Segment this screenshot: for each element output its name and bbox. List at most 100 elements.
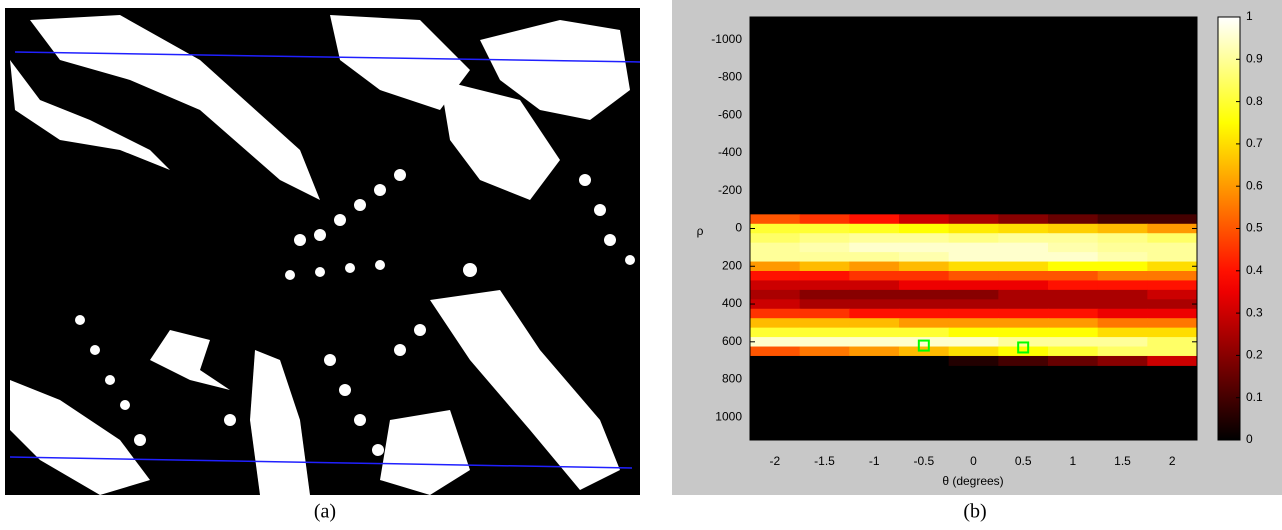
heatmap-cell [998, 261, 1049, 272]
heatmap-cell [899, 280, 950, 291]
heatmap-cell [948, 223, 999, 234]
y-tick-label: -1000 [711, 32, 742, 46]
x-tick-label: 1.5 [1114, 454, 1131, 468]
heatmap-cell [799, 261, 850, 272]
y-tick-label: -600 [718, 107, 742, 121]
heatmap-cell [1048, 233, 1099, 244]
x-tick-label: -1.5 [814, 454, 835, 468]
heatmap-cell [948, 337, 999, 348]
heatmap-cell [750, 280, 801, 291]
heatmap-cell [948, 280, 999, 291]
heatmap-cell [849, 289, 900, 300]
heatmap-cell [1147, 346, 1198, 357]
heatmap-cell [750, 261, 801, 272]
heatmap-cell [1048, 280, 1099, 291]
heatmap-cell [948, 233, 999, 244]
colorbar-tick-label: 0.9 [1246, 51, 1263, 65]
heatmap-cell [799, 299, 850, 310]
heatmap-cell [799, 308, 850, 319]
heatmap-cell [899, 355, 950, 366]
heatmap-cell [1048, 318, 1099, 329]
binary-image: (a) [5, 8, 641, 523]
heatmap-cell [1097, 252, 1148, 263]
heatmap-cell [799, 289, 850, 300]
heatmap-cell [998, 318, 1049, 329]
heatmap-cell [1097, 299, 1148, 310]
x-tick-label: 0 [970, 454, 977, 468]
heatmap-cell [998, 223, 1049, 234]
heatmap-cell [998, 355, 1049, 366]
heatmap-cell [948, 252, 999, 263]
y-tick-label: 800 [722, 372, 742, 386]
peak-marker [1017, 341, 1030, 354]
heatmap-cell [750, 308, 801, 319]
heatmap-cell [1048, 242, 1099, 253]
heatmap-cell [799, 214, 850, 225]
x-tick-label: -1 [869, 454, 880, 468]
heatmap-cell [799, 337, 850, 348]
x-axis-label: θ (degrees) [942, 474, 1003, 488]
panel-caption: (a) [314, 501, 336, 523]
heatmap-cell [998, 252, 1049, 263]
heatmap-cell [948, 308, 999, 319]
heatmap-cell [1147, 223, 1198, 234]
heatmap-cell [1097, 318, 1148, 329]
heatmap-cell [1097, 233, 1148, 244]
heatmap-cell [849, 252, 900, 263]
heatmap-cell [750, 223, 801, 234]
heatmap-cell [1048, 308, 1099, 319]
heatmap-cell [849, 318, 900, 329]
heatmap-cell [1097, 214, 1148, 225]
heatmap-cell [948, 355, 999, 366]
heatmap-cell [1048, 261, 1099, 272]
heatmap-cell [998, 233, 1049, 244]
heatmap-cell [1048, 337, 1099, 348]
heatmap-cell [1097, 270, 1148, 281]
heatmap-cell [849, 233, 900, 244]
heatmap-cell [1147, 355, 1198, 366]
colorbar-tick-label: 0.5 [1246, 221, 1263, 235]
heatmap-cell [1097, 280, 1148, 291]
heatmap-cell [998, 308, 1049, 319]
y-tick-label: 0 [735, 221, 742, 235]
heatmap-cell [948, 261, 999, 272]
heatmap-cell [799, 280, 850, 291]
heatmap-cell [849, 214, 900, 225]
heatmap-cell [799, 223, 850, 234]
image-blobs [10, 15, 635, 495]
heatmap-cell [899, 308, 950, 319]
heatmap-cell [1048, 289, 1099, 300]
heatmap-cell [948, 289, 999, 300]
y-tick-label: 400 [722, 296, 742, 310]
heatmap-cell [799, 346, 850, 357]
heatmap-cell [948, 318, 999, 329]
y-tick-label: -800 [718, 70, 742, 84]
heatmap-cell [948, 270, 999, 281]
heatmap-cell [998, 270, 1049, 281]
heatmap-cell [899, 289, 950, 300]
heatmap-cell [1147, 280, 1198, 291]
heatmap-cell [998, 327, 1049, 338]
heatmap-cell [1048, 252, 1099, 263]
colorbar-tick-label: 0.3 [1246, 305, 1263, 319]
heatmap-cell [1097, 289, 1148, 300]
heatmap-cell [750, 214, 801, 225]
heatmap-cell [1048, 355, 1099, 366]
heatmap-cell [750, 355, 801, 366]
detected-line [14, 51, 641, 63]
x-tick-label: 1 [1069, 454, 1076, 468]
colorbar-tick-label: 0.4 [1246, 263, 1263, 277]
heatmap-cell [849, 337, 900, 348]
heatmap-cell [1097, 223, 1148, 234]
colorbar-tick-label: 1 [1246, 9, 1253, 23]
heatmap-cell [849, 327, 900, 338]
heatmap-cell [998, 214, 1049, 225]
heatmap-cell [1097, 346, 1148, 357]
heatmap-cell [998, 242, 1049, 253]
heatmap-cell [1147, 337, 1198, 348]
heatmap-cell [998, 299, 1049, 310]
heatmap-cell [750, 337, 801, 348]
heatmap-cell [1048, 299, 1099, 310]
x-tick-label: -0.5 [913, 454, 934, 468]
